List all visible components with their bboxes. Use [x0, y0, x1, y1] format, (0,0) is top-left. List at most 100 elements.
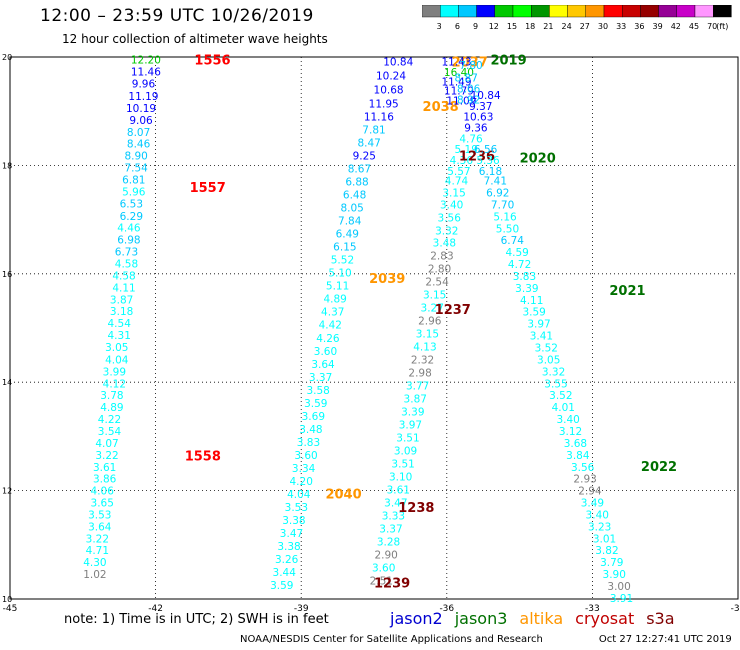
- wave-height-value: 3.56: [438, 212, 462, 224]
- wave-height-value: 3.12: [559, 426, 582, 438]
- wave-height-value: 11.43: [441, 56, 471, 68]
- wave-height-value: 6.15: [333, 242, 356, 254]
- wave-height-value: 11.95: [369, 99, 399, 111]
- wave-height-value: 8.87: [455, 73, 478, 85]
- wave-height-value: 3.83: [297, 437, 320, 449]
- wave-height-value: 5.52: [331, 255, 354, 267]
- wave-height-value: 2.94: [578, 486, 602, 498]
- pass-time-label: 2021: [609, 284, 645, 299]
- wave-height-value: 5.96: [122, 186, 146, 198]
- wave-height-value: 4.54: [108, 318, 132, 330]
- wave-height-value: 6.53: [120, 198, 143, 210]
- colorbar-label: 15: [507, 22, 517, 31]
- colorbar-label: 27: [580, 22, 590, 31]
- wave-height-value: 4.01: [552, 402, 575, 414]
- wave-height-value: 4.71: [86, 545, 109, 557]
- colorbar-label: 33: [616, 22, 626, 31]
- wave-height-value: 10.19: [126, 103, 156, 115]
- wave-height-value: 3.28: [377, 537, 400, 549]
- y-tick-label: 14: [2, 378, 12, 387]
- wave-height-value: 4.30: [83, 557, 106, 569]
- wave-height-value: 3.10: [389, 472, 412, 484]
- wave-height-value: 3.48: [299, 424, 322, 436]
- wave-height-value: 3.44: [273, 567, 297, 579]
- wave-height-value: 3.15: [423, 289, 446, 301]
- wave-height-value: 3.60: [314, 346, 337, 358]
- wave-height-value: 4.72: [508, 259, 531, 271]
- wave-height-value: 3.26: [275, 554, 299, 566]
- wave-height-value: 7.41: [484, 176, 507, 188]
- wave-height-value: 3.41: [530, 331, 553, 343]
- wave-height-value: 8.46: [127, 139, 151, 151]
- wave-height-value: 16.40: [444, 67, 474, 79]
- wave-height-value: 9.37: [469, 101, 492, 113]
- wave-height-value: 3.77: [406, 380, 429, 392]
- pass-time-label: 1557: [190, 181, 226, 196]
- wave-height-value: 3.39: [401, 406, 424, 418]
- wave-height-value: 3.90: [603, 569, 626, 581]
- wave-height-value: 3.53: [285, 502, 308, 514]
- wave-height-value: 11.16: [364, 112, 394, 124]
- x-tick-label: -36: [439, 604, 454, 614]
- colorbar-label: 70: [707, 22, 717, 31]
- wave-height-value: 3.37: [379, 524, 402, 536]
- x-tick-label: -30: [731, 604, 740, 614]
- wave-height-value: 8.06: [457, 83, 481, 95]
- wave-height-value: 3.97: [399, 419, 422, 431]
- pass-time-label: 1238: [398, 501, 434, 516]
- colorbar-label: 30: [598, 22, 608, 31]
- wave-height-value: 3.52: [549, 390, 572, 402]
- legend-s3a: s3a: [646, 609, 675, 628]
- legend-jason3: jason3: [454, 609, 508, 628]
- chart-title: 12:00 – 23:59 UTC 10/26/2019: [40, 6, 314, 26]
- colorbar-label: 36: [634, 22, 644, 31]
- wave-height-value: 3.40: [586, 509, 609, 521]
- wave-height-value: 3.38: [277, 541, 300, 553]
- pass-time-label: 1237: [435, 303, 471, 318]
- wave-height-value: 6.49: [336, 229, 359, 241]
- wave-height-value: 6.73: [115, 247, 138, 259]
- legend-jason2: jason2: [390, 609, 443, 628]
- wave-height-value: 2.83: [430, 250, 453, 262]
- wave-height-value: 3.56: [571, 462, 595, 474]
- wave-height-value: 3.64: [88, 521, 112, 533]
- wave-height-value: 8.67: [348, 164, 371, 176]
- wave-height-value: 4.74: [445, 176, 469, 188]
- wave-height-value: 10.84: [383, 56, 413, 68]
- wave-height-value: 5.16: [493, 211, 517, 223]
- colorbar-label: 39: [653, 22, 663, 31]
- wave-height-value: 2.93: [573, 474, 596, 486]
- wave-height-value: 4.89: [100, 402, 123, 414]
- wave-height-value: 3.15: [416, 328, 439, 340]
- wave-height-value: 3.86: [93, 474, 117, 486]
- wave-height-value: 3.61: [387, 485, 410, 497]
- wave-height-value: 3.84: [566, 450, 590, 462]
- wave-height-value: 4.11: [520, 295, 543, 307]
- wave-height-value: 3.82: [595, 545, 618, 557]
- wave-height-value: 3.69: [302, 411, 325, 423]
- wave-height-value: 6.98: [117, 235, 140, 247]
- wave-height-value: 3.59: [304, 398, 327, 410]
- wave-height-value: 3.55: [544, 378, 567, 390]
- wave-height-value: 1.02: [83, 569, 106, 581]
- wave-height-value: 8.47: [357, 138, 380, 150]
- wave-height-value: 5.36: [476, 155, 500, 167]
- wave-height-value: 10.63: [463, 112, 493, 124]
- wave-height-value: 3.38: [282, 515, 305, 527]
- wave-height-value: 4.36: [450, 155, 474, 167]
- y-tick-label: 20: [2, 53, 12, 62]
- wave-height-value: 6.18: [479, 166, 502, 178]
- wave-height-value: 3.51: [391, 459, 414, 471]
- wave-height-value: 8.90: [124, 151, 147, 163]
- pass-time-label: 1239: [374, 577, 410, 592]
- wave-height-value: 3.47: [384, 498, 407, 510]
- wave-height-value: 6.29: [120, 211, 143, 223]
- wave-height-value: 4.42: [319, 320, 342, 332]
- y-tick-label: 18: [2, 161, 12, 170]
- wave-height-value: 3.47: [280, 528, 303, 540]
- wave-height-value: 6.56: [474, 144, 498, 156]
- wave-height-value: 11.79: [444, 86, 474, 98]
- wave-height-value: 3.00: [607, 581, 630, 593]
- wave-height-value: 3.39: [515, 283, 538, 295]
- pass-time-label: 1556: [194, 54, 230, 69]
